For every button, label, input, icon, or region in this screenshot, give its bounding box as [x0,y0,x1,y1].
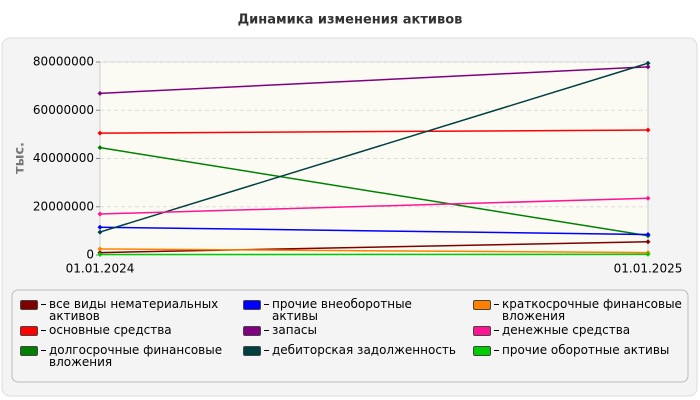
legend-swatch [473,300,491,310]
legend-dash [41,304,46,305]
x-tick-label: 01.01.2024 [66,262,135,276]
legend-swatch [473,346,491,356]
y-axis-label: тыс. [13,142,28,174]
y-tick-label: 80000000 [33,55,94,69]
point [645,195,651,201]
series-line [99,129,649,134]
legend-label: основные средства [49,323,172,337]
legend-swatch [243,346,261,356]
legend-item: все виды нематериальных активов [20,298,235,322]
legend-swatch [243,326,261,336]
legend-dash [494,350,499,351]
series-line [99,226,649,236]
legend-label: прочие внеоборотные активы [272,297,412,323]
legend-item: прочие оборотные активы [473,344,688,356]
legend-swatch [20,326,38,336]
series-line [99,62,649,233]
legend-item: основные средства [20,324,235,336]
legend-label: запасы [272,323,318,337]
legend-dash [41,350,46,351]
legend [11,289,689,383]
y-tick-label: 60000000 [33,103,94,117]
point [97,229,103,235]
legend-swatch [20,346,38,356]
series-line [99,146,649,237]
series-line [99,197,649,215]
legend-label: денежные средства [502,323,631,337]
point [645,239,651,245]
point [97,90,103,96]
point [645,64,651,70]
point [97,130,103,136]
legend-swatch [473,326,491,336]
x-tick-label: 01.01.2025 [614,262,683,276]
point [97,224,103,230]
point [97,145,103,151]
series-line [99,66,649,95]
y-tick-label: 0 [86,248,94,262]
legend-dash [494,304,499,305]
y-tick-label: 40000000 [33,151,94,165]
y-tick-label: 20000000 [33,199,94,213]
series-line [99,240,649,254]
point [97,246,103,252]
legend-item: денежные средства [473,324,688,336]
legend-label: долгосрочные финансовые вложения [49,343,223,369]
legend-item: запасы [243,324,458,336]
legend-item: долгосрочные финансовые вложения [20,344,235,368]
legend-dash [41,330,46,331]
legend-label: краткосрочные финансовые вложения [502,297,682,323]
point [97,211,103,217]
legend-label: прочие оборотные активы [502,343,670,357]
legend-label: все виды нематериальных активов [49,297,219,323]
legend-item: краткосрочные финансовые вложения [473,298,688,322]
legend-dash [494,330,499,331]
point [645,60,651,66]
legend-item: дебиторская задолженность [243,344,458,356]
legend-swatch [20,300,38,310]
chart-title: Динамика изменения активов [238,13,463,28]
legend-swatch [243,300,261,310]
series-line [99,248,649,254]
legend-dash [264,350,269,351]
point [97,252,103,258]
legend-dash [264,304,269,305]
point [645,127,651,133]
legend-item: прочие внеоборотные активы [243,298,458,322]
legend-dash [264,330,269,331]
legend-label: дебиторская задолженность [272,343,456,357]
point [645,251,651,257]
point [645,231,651,237]
